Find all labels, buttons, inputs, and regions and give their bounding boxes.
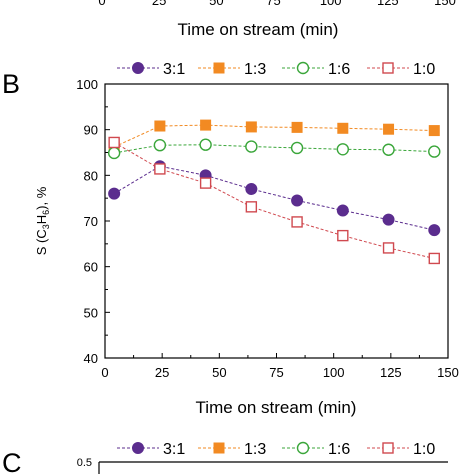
data-point-1-6 [290, 141, 304, 155]
legend-panel-c: 3:1 1:3 1:6 1:0 [117, 441, 435, 458]
legend-marker [382, 62, 394, 74]
x-tick-label: 0 [101, 365, 108, 380]
legend-marker [132, 62, 144, 74]
data-point-1-0 [337, 229, 349, 242]
top-partial-tick-label: 125 [377, 0, 399, 8]
legend-label: 1:6 [328, 61, 350, 78]
data-point-1-3 [245, 121, 257, 133]
legend-marker [296, 61, 310, 75]
legend-label: 1:0 [413, 61, 435, 78]
panel-c-label: C [2, 448, 22, 474]
panel-b-label: B [2, 69, 20, 99]
x-axis-ticks: 0 25 50 75 100 125 150 [101, 353, 459, 380]
y-tick-label: 50 [84, 305, 98, 320]
top-partial-tick-label: 75 [266, 0, 280, 8]
legend-label: 1:3 [244, 441, 266, 458]
data-point-3-1 [245, 183, 258, 196]
data-point-1-0 [382, 242, 395, 254]
data-point-1-3 [337, 122, 349, 134]
series-line-3-1 [113, 165, 435, 231]
x-tick-label: 150 [437, 365, 459, 380]
data-point-1-6 [107, 146, 121, 160]
series-line-1-0 [113, 142, 435, 259]
data-point-1-6 [382, 143, 395, 156]
data-point-1-6 [199, 138, 212, 151]
data-point-1-0 [199, 177, 212, 189]
x-tick-label: 50 [212, 365, 226, 380]
y-tick-label: 70 [84, 214, 98, 229]
top-partial-tick-labels: 0 25 50 75 100 125 150 [98, 0, 455, 8]
data-point-1-6 [336, 143, 350, 156]
data-point-1-6 [428, 145, 441, 158]
panel-c-first-tick: 0.5 [77, 457, 92, 469]
y-tick-label: 60 [84, 260, 98, 275]
y-tick-label: 40 [84, 351, 98, 366]
data-point-3-1 [428, 224, 441, 237]
top-partial-tick-label: 100 [320, 0, 342, 8]
legend-label: 1:3 [244, 61, 266, 78]
x-tick-label: 75 [269, 365, 283, 380]
data-point-1-3 [154, 120, 166, 132]
legend-label: 1:6 [328, 441, 350, 458]
data-point-1-6 [153, 138, 167, 152]
top-partial-x-axis-title: Time on stream (min) [178, 20, 339, 39]
series-line-1-6 [114, 144, 435, 154]
data-point-1-6 [245, 140, 258, 153]
top-partial-tick-label: 150 [434, 0, 456, 8]
legend-marker [296, 441, 310, 455]
top-partial-tick-label: 0 [98, 0, 105, 8]
plot-area: 0 25 50 75 100 125 150 40 50 60 70 80 90 100 [76, 77, 459, 380]
legend-panel-b: 3:1 1:3 1:6 1:0 [117, 61, 435, 78]
data-point-1-0 [428, 252, 440, 265]
legend-marker [213, 62, 225, 74]
data-point-1-0 [245, 201, 258, 213]
series-lines [113, 124, 435, 259]
top-partial-tick-label: 25 [152, 0, 166, 8]
y-tick-label: 80 [84, 168, 98, 183]
series-line-1-3 [113, 124, 435, 148]
data-point-1-3 [428, 125, 440, 137]
y-axis-ticks: 40 50 60 70 80 90 100 [76, 77, 110, 366]
data-point-1-3 [383, 123, 395, 135]
y-axis-title: S (C3H6), % [34, 186, 51, 255]
legend-label: 3:1 [163, 61, 185, 78]
x-tick-label: 125 [380, 365, 402, 380]
x-tick-label: 25 [155, 365, 169, 380]
legend-label: 1:0 [413, 441, 435, 458]
top-partial-tick-label: 50 [209, 0, 223, 8]
y-tick-label: 100 [76, 77, 98, 92]
x-tick-label: 100 [323, 365, 345, 380]
data-point-3-1 [382, 213, 395, 226]
data-point-1-0 [154, 163, 166, 175]
legend-marker [213, 442, 225, 454]
data-point-1-0 [291, 216, 303, 228]
data-point-1-3 [291, 121, 303, 133]
x-axis-title: Time on stream (min) [196, 398, 357, 417]
data-point-3-1 [108, 187, 121, 200]
legend-label: 3:1 [163, 441, 185, 458]
data-point-3-1 [291, 194, 304, 207]
legend-marker [132, 442, 144, 454]
y-tick-label: 90 [84, 123, 98, 138]
data-point-1-3 [200, 119, 212, 131]
data-point-3-1 [336, 204, 349, 217]
data-point-1-0 [108, 136, 120, 149]
series-markers [107, 119, 441, 265]
legend-marker [382, 442, 394, 454]
